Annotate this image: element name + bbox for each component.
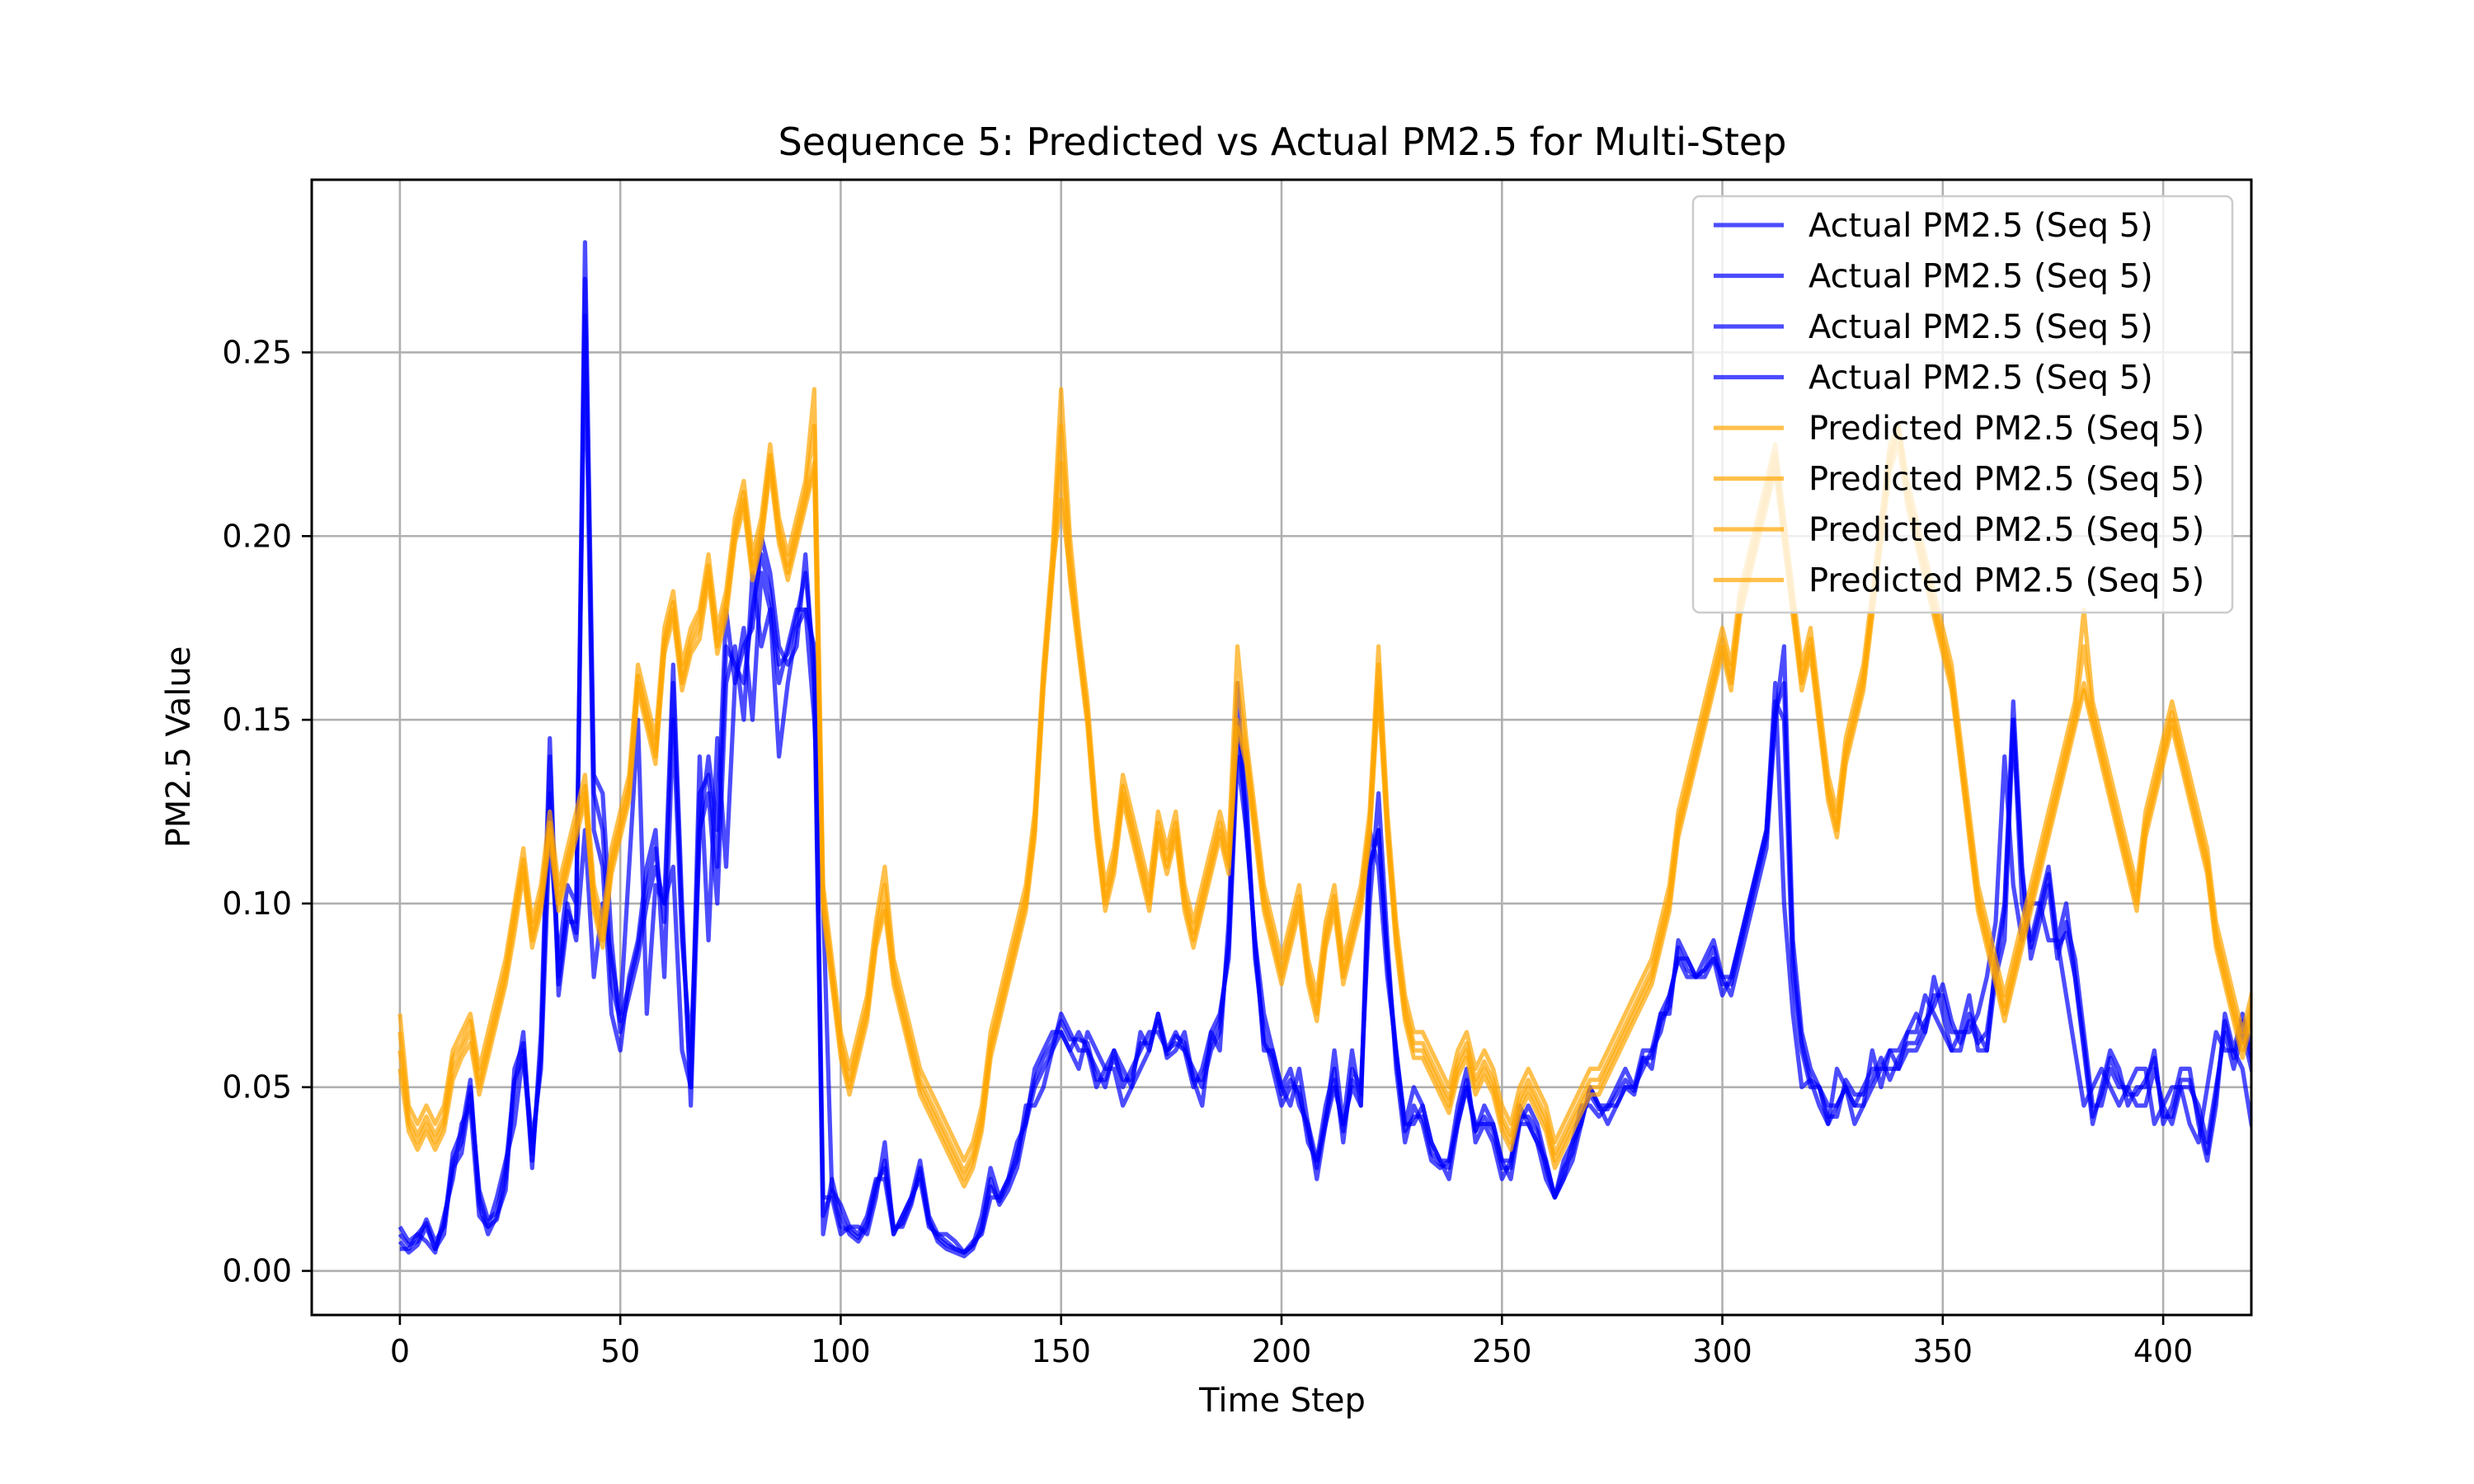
- series-line-6: [397, 387, 2251, 1163]
- legend-entry: Predicted PM2.5 (Seq 5): [1808, 461, 2204, 499]
- series-line-8: [397, 423, 2251, 1174]
- legend-entry: Predicted PM2.5 (Seq 5): [1808, 562, 2204, 600]
- x-tick-label: 400: [2133, 1333, 2194, 1369]
- legend-box: [1691, 195, 2234, 614]
- x-tick-label: 350: [1913, 1333, 1973, 1369]
- x-tick-label: 150: [1031, 1333, 1091, 1369]
- y-tick-label: 0.15: [222, 702, 292, 738]
- y-tick-label: 0.00: [222, 1253, 292, 1289]
- series-line-4: [397, 276, 2251, 1255]
- legend-entry: Actual PM2.5 (Seq 5): [1808, 359, 2153, 397]
- x-tick-label: 50: [600, 1333, 640, 1369]
- legend-entry: Actual PM2.5 (Seq 5): [1808, 258, 2153, 296]
- y-tick-label: 0.20: [222, 518, 292, 554]
- legend-entry: Predicted PM2.5 (Seq 5): [1808, 511, 2204, 549]
- legend-entry: Actual PM2.5 (Seq 5): [1808, 308, 2153, 346]
- x-tick-label: 100: [811, 1333, 871, 1369]
- y-tick-label: 0.25: [222, 334, 292, 370]
- x-tick-label: 250: [1472, 1333, 1532, 1369]
- legend: Actual PM2.5 (Seq 5) Actual PM2.5 (Seq 5)…: [1691, 195, 2234, 614]
- chart-title: Sequence 5: Predicted vs Actual PM2.5 fo…: [778, 120, 1787, 164]
- series-line-1: [397, 571, 2251, 1255]
- legend-entry: Predicted PM2.5 (Seq 5): [1808, 410, 2204, 448]
- x-tick-label: 300: [1692, 1333, 1752, 1369]
- series-lines: [397, 240, 2251, 1259]
- y-axis-label: PM2.5 Value: [160, 646, 198, 848]
- x-tick-label: 0: [390, 1333, 410, 1369]
- x-axis-label: Time Step: [1198, 1382, 1366, 1420]
- x-tick-label: 200: [1252, 1333, 1312, 1369]
- y-tick-label: 0.10: [222, 885, 292, 922]
- y-tick-label: 0.05: [222, 1069, 292, 1106]
- axis-ticks: 0 50 100 150 200 250 300 350 400 0.00 0.05 0.10 0.15…: [222, 334, 2193, 1369]
- legend-entry: Actual PM2.5 (Seq 5): [1808, 207, 2153, 245]
